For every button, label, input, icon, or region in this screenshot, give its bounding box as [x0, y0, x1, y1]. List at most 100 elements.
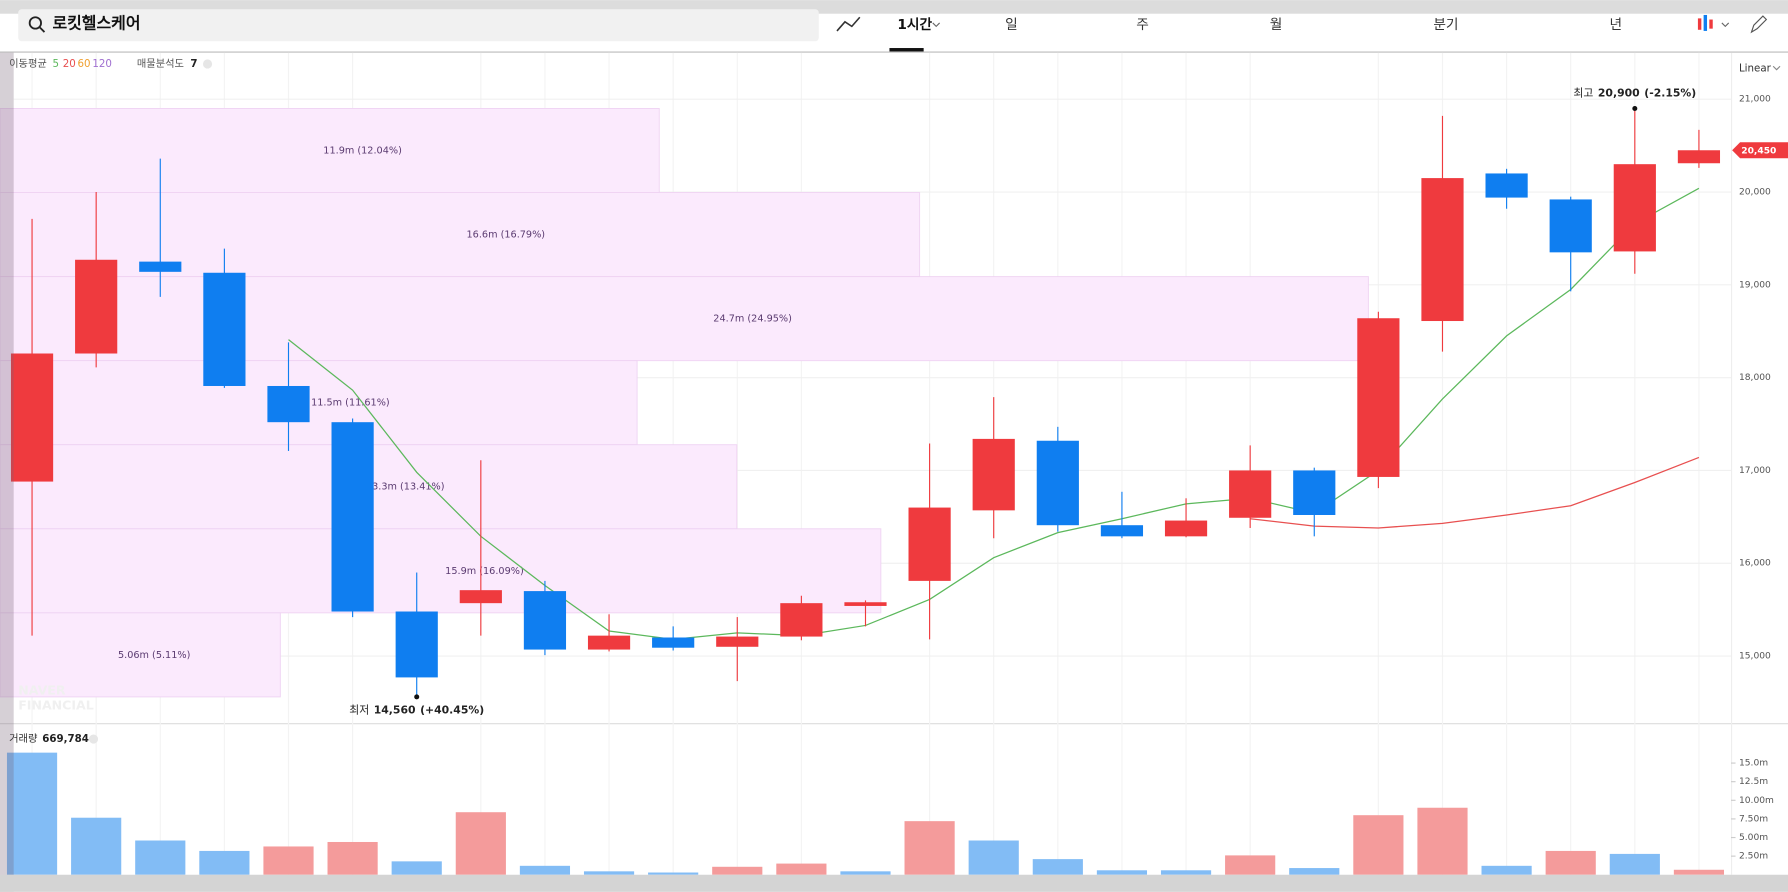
search-icon	[39, 26, 46, 33]
tab[interactable]: 1시간	[897, 16, 932, 33]
volume-bar	[1032, 859, 1083, 875]
volume-bar	[1417, 807, 1468, 875]
candle-body	[716, 636, 759, 647]
profile-band	[0, 360, 638, 446]
tab[interactable]: 일	[1005, 17, 1018, 33]
candle	[10, 218, 54, 636]
volume-bar	[1481, 865, 1532, 875]
profile-label: 15.9m (16.09%)	[445, 566, 524, 577]
candle-body	[75, 259, 118, 354]
current-price-label: 20,450	[1741, 146, 1776, 156]
candle-body	[1100, 525, 1144, 537]
candle	[1357, 311, 1400, 489]
candle	[1613, 108, 1656, 274]
candle	[716, 617, 759, 682]
candle	[1164, 498, 1208, 538]
candle-body	[331, 422, 374, 612]
x-axis-band	[0, 874, 1788, 892]
volume-bar	[1609, 853, 1660, 875]
profile-label: 24.7m (24.95%)	[713, 314, 792, 325]
volume-bar	[712, 866, 763, 875]
volume-bar	[263, 846, 314, 875]
volume-tick-label: 15.0m	[1739, 759, 1768, 769]
close-icon[interactable]	[202, 59, 213, 69]
tab[interactable]: 년	[1610, 17, 1623, 33]
candle	[139, 158, 182, 297]
candle-body	[523, 591, 567, 650]
candle	[1036, 426, 1079, 532]
marker-value-label: 20,900	[1598, 87, 1640, 100]
profile-label: 16.6m (16.79%)	[467, 230, 546, 241]
candle-body	[1164, 520, 1208, 537]
volume-bar	[1353, 815, 1404, 875]
candle	[203, 248, 246, 388]
volume-bar	[135, 840, 186, 875]
current-price-tag	[1732, 142, 1788, 159]
candle	[523, 580, 567, 656]
profile-label: 11.5m (11.61%)	[311, 398, 390, 409]
candle	[267, 342, 310, 451]
left-frame	[0, 52, 14, 892]
candle-body	[10, 353, 54, 482]
profile-band	[0, 612, 281, 698]
search-text[interactable]: 로킷헬스케어	[52, 14, 140, 33]
ma-period: 20	[63, 58, 76, 70]
candle	[1677, 129, 1721, 168]
candle	[844, 600, 887, 627]
chevron	[1772, 65, 1781, 71]
candle	[908, 443, 951, 640]
profile-label: 매물분석도	[137, 58, 184, 70]
candle-body	[1036, 440, 1079, 526]
candle-body	[267, 385, 310, 423]
icon-part	[1703, 14, 1708, 31]
candle	[972, 397, 1015, 539]
profile-band	[0, 108, 660, 194]
candle-body	[844, 602, 887, 606]
indicator-icon[interactable]	[836, 16, 861, 32]
ma-label: 이동평균	[9, 58, 47, 70]
chevron	[932, 22, 941, 28]
volume-bar	[1673, 869, 1725, 875]
candle	[1549, 196, 1592, 292]
volume-bar	[71, 817, 122, 875]
profile-count: 7	[190, 58, 197, 70]
ma-period: 120	[92, 58, 112, 70]
volume-bar	[776, 863, 827, 875]
volume-bar	[1096, 870, 1148, 875]
edit-icon[interactable]	[1750, 15, 1768, 34]
tab[interactable]: 월	[1270, 17, 1283, 33]
volume-bar	[1545, 850, 1596, 875]
volume-tick-label: 2.50m	[1739, 852, 1768, 862]
price-marker-dot	[414, 694, 420, 700]
volume-tick-label: 12.5m	[1739, 777, 1768, 787]
marker-value-label: 14,560	[374, 704, 416, 717]
tab-underline	[889, 48, 924, 52]
profile-label: 5.06m (5.11%)	[118, 650, 190, 661]
scale-label[interactable]: Linear	[1739, 63, 1772, 75]
profile-band	[0, 192, 921, 278]
chart-type-icon[interactable]	[1697, 14, 1713, 31]
volume-bar	[840, 871, 891, 875]
close-icon[interactable]	[88, 734, 99, 744]
price-marker: 최고 20,900 (-2.15%)	[1573, 87, 1696, 100]
search-icon	[28, 16, 42, 30]
candle-body	[972, 438, 1015, 511]
candle	[1229, 445, 1272, 528]
watermark: NAVER	[18, 683, 66, 698]
search-box[interactable]	[18, 9, 819, 42]
volume-tick-label: 5.00m	[1739, 833, 1768, 843]
ma-period: 5	[52, 58, 59, 70]
watermark: FINANCIAL	[18, 697, 93, 712]
candle-body	[587, 635, 631, 650]
marker-label: 최고	[1573, 87, 1593, 100]
tab[interactable]: 분기	[1433, 17, 1458, 33]
tab[interactable]: 주	[1136, 17, 1149, 33]
volume-bar	[1289, 868, 1340, 875]
volume-bar	[455, 812, 506, 875]
y-tick-label: 19,000	[1739, 280, 1771, 290]
icon-part	[1697, 18, 1702, 30]
marker-label: 최저	[349, 704, 369, 717]
y-tick-label: 18,000	[1739, 373, 1771, 383]
volume-bar	[904, 821, 955, 875]
